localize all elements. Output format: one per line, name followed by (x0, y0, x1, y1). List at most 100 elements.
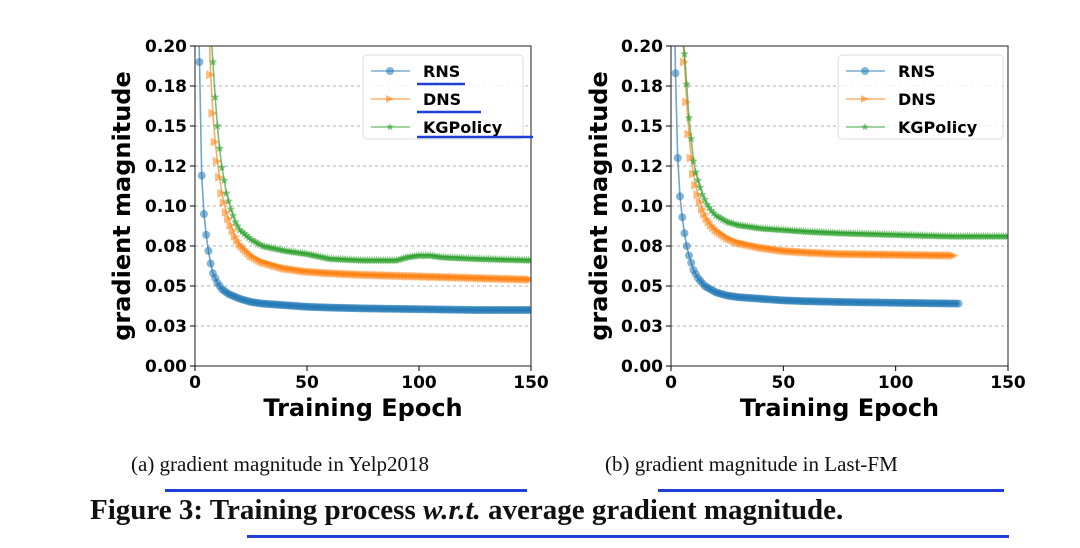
legend-label: DNS (423, 90, 461, 109)
legend-marker-icon (386, 123, 394, 131)
figure-caption-part2: average gradient magnitude. (480, 494, 844, 526)
x-tick-label: 50 (295, 373, 319, 393)
data-point (204, 10, 213, 19)
data-point (684, 129, 694, 139)
data-point (208, 57, 218, 66)
y-tick-label: 0.12 (621, 157, 663, 177)
legend-marker-icon (386, 95, 394, 103)
data-point (246, 235, 256, 244)
series-dns (679, 46, 959, 261)
y-tick-label: 0.10 (145, 197, 187, 217)
series-rns (195, 46, 531, 314)
y-tick-label: 0.05 (621, 277, 663, 297)
legend-item-dns: DNS (846, 90, 936, 109)
y-tick-label: 0.00 (621, 357, 663, 377)
data-point (687, 258, 696, 267)
data-point (695, 197, 705, 207)
data-point (709, 208, 718, 217)
chart-lastfm: 0.00 0.03 0.05 0.08 0.10 0.12 0.15 0.18 0.20 0 50 1… (585, 26, 1026, 422)
series-kgpolicy (206, 26, 531, 264)
y-tick-label: 0.00 (145, 357, 187, 377)
series-rns (671, 46, 963, 308)
data-point (526, 255, 531, 264)
series-kgpolicy (678, 26, 1008, 240)
x-tick-label: 100 (878, 373, 914, 393)
x-tick-label: 0 (665, 373, 677, 393)
legend-marker-icon (386, 67, 394, 75)
data-point (713, 212, 723, 221)
y-tick-label: 0.20 (145, 37, 187, 57)
annotation-underline-subcaption-a (165, 489, 527, 492)
data-point (213, 121, 222, 130)
data-point (527, 306, 531, 314)
x-tick-label: 150 (990, 373, 1026, 393)
legend-frame (837, 54, 1004, 140)
y-tick-label: 0.03 (621, 317, 663, 337)
data-point (212, 156, 222, 166)
data-point (228, 211, 238, 220)
series-dns (204, 10, 531, 285)
data-point (222, 188, 231, 197)
data-point (682, 97, 692, 107)
data-point (210, 137, 220, 147)
data-point (251, 237, 260, 246)
data-point (682, 242, 691, 250)
data-point (224, 196, 233, 205)
legend-item-kgpolicy: KGPolicy (846, 118, 978, 137)
data-point (195, 58, 204, 66)
y-tick-label: 0.12 (145, 157, 187, 177)
y-tick-label: 0.18 (145, 77, 187, 97)
y-tick-label: 0.08 (145, 237, 187, 257)
legend-label: KGPolicy (898, 118, 978, 137)
data-point (678, 213, 687, 222)
legend-item-dns: DNS (371, 90, 461, 109)
y-tick-label: 0.18 (621, 77, 663, 97)
data-point (673, 154, 682, 162)
data-point (682, 79, 691, 88)
y-tick-label: 0.05 (145, 277, 187, 297)
y-tick-label: 0.20 (621, 37, 663, 57)
data-point (684, 113, 694, 122)
legend-marker-icon (861, 123, 869, 131)
subcaption-a: (a) gradient magnitude in Yelp2018 (131, 452, 430, 476)
data-point (215, 143, 224, 152)
data-point (678, 26, 687, 34)
y-tick-label: 0.15 (145, 117, 187, 137)
data-point (206, 26, 215, 34)
legend-marker-icon (861, 67, 869, 75)
data-point (199, 210, 208, 218)
legend-frame (362, 54, 524, 140)
legend: RNS DNS KGPolicy (362, 54, 524, 140)
x-tick-label: 150 (513, 373, 549, 393)
data-point (949, 251, 959, 261)
y-tick-label: 0.08 (621, 237, 663, 257)
data-point (686, 153, 696, 163)
x-tick-label: 100 (401, 373, 437, 393)
x-tick-label: 50 (771, 373, 795, 393)
data-point (718, 214, 727, 224)
data-point (691, 167, 700, 176)
legend-label: RNS (423, 62, 460, 81)
figure-caption: Figure 3: Training process w.r.t. averag… (90, 494, 843, 527)
x-tick-label: 0 (189, 373, 201, 393)
data-point (688, 169, 698, 179)
figure-caption-part1: Training process (209, 494, 423, 526)
legend-item-kgpolicy: KGPolicy (371, 118, 503, 137)
data-point (691, 180, 701, 190)
data-point (526, 275, 531, 285)
chart-yelp2018: 0.00 0.03 0.05 0.08 0.10 0.12 0.15 0.18 0.20 0 50 1… (108, 10, 549, 422)
legend-label: RNS (898, 62, 935, 81)
data-point (217, 163, 227, 172)
data-point (197, 171, 206, 180)
data-point (704, 203, 714, 212)
subcaption-b: (b) gradient magnitude in Last-FM (605, 452, 898, 476)
data-point (215, 172, 225, 182)
data-point (219, 198, 229, 208)
data-point (202, 230, 211, 239)
data-point (954, 299, 963, 308)
data-point (204, 246, 213, 255)
data-point (1003, 231, 1008, 240)
data-point (219, 175, 229, 184)
legend-label: DNS (898, 90, 936, 109)
